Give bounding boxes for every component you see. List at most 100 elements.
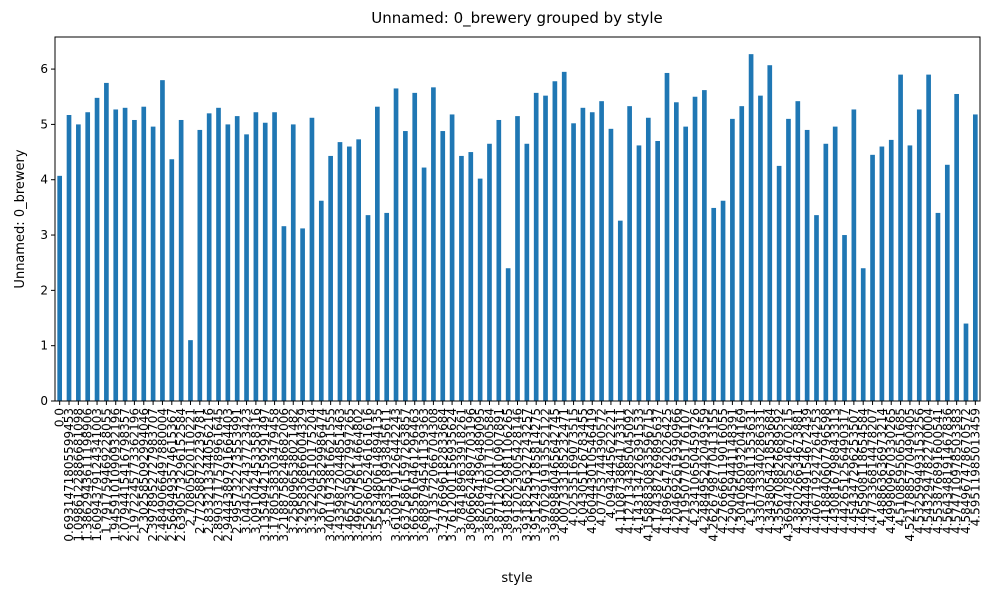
x-tick-label: 3.091042453358316	[249, 408, 263, 534]
x-tick-label: 3.5263605246161616	[361, 408, 375, 542]
x-tick-label: 4.290459441148391	[725, 408, 739, 534]
bar	[972, 114, 978, 401]
x-tick-label: 4.02535169073515	[567, 408, 581, 526]
bar	[552, 81, 558, 402]
x-tick-label: 4.07753744390572	[595, 408, 609, 526]
bar	[571, 123, 576, 401]
bar	[954, 93, 959, 401]
bar	[57, 175, 63, 401]
x-tick-label: 3.5553480614894135	[370, 408, 384, 542]
x-tick-label: 1.6094379124341003	[90, 408, 104, 542]
bar	[589, 112, 595, 401]
bar	[262, 122, 268, 401]
x-tick-label: 4.23410650459726	[688, 408, 702, 526]
y-tick-label: 5	[40, 117, 48, 131]
bar	[160, 80, 165, 402]
bar	[627, 106, 632, 402]
bar	[477, 178, 483, 401]
bar	[487, 143, 492, 401]
x-tick-label: 2.5649493574615367	[165, 408, 179, 542]
x-tick-label: 2.995732273553991	[230, 408, 244, 534]
bar	[814, 215, 819, 401]
x-tick-label: 4.543294782270004	[922, 408, 936, 534]
x-tick-label: 3.2188758248682006	[277, 408, 291, 542]
bar	[132, 119, 137, 401]
bar	[533, 92, 539, 401]
bar	[505, 268, 511, 401]
x-tick-label: 3.8501476017100584	[482, 408, 496, 542]
x-tick-label: 1.9459101090932196	[109, 408, 123, 542]
x-tick-label: 4.532599493153256	[912, 408, 926, 534]
bar	[66, 115, 72, 401]
bar	[141, 106, 147, 402]
bar	[122, 107, 128, 402]
bar	[234, 116, 240, 401]
bar	[356, 139, 361, 401]
bar	[916, 109, 922, 402]
bar	[692, 96, 698, 401]
bar	[543, 95, 548, 401]
y-tick-label: 1	[40, 339, 48, 353]
x-tick-label: 1.0986122886681098	[71, 408, 85, 542]
x-tick-label: 3.6888794541139363	[417, 408, 431, 542]
bar	[767, 65, 773, 401]
bar	[711, 207, 717, 401]
bar	[403, 131, 408, 402]
bar	[449, 114, 455, 401]
x-tick-label: 4.574710978503383	[950, 408, 964, 534]
x-tick-label: 2.4849066497880004	[155, 408, 169, 542]
bar	[860, 268, 866, 401]
x-tick-label: 4.127134385045092	[623, 408, 637, 534]
x-tick-label: 4.59511985013459	[968, 408, 982, 526]
bar	[150, 126, 156, 402]
bar	[870, 154, 875, 401]
bar	[898, 74, 903, 402]
bar	[804, 129, 810, 402]
x-tick-label: 4.110873864173311	[613, 408, 627, 534]
bar	[178, 119, 184, 401]
x-tick-label: 4.3694478524670215	[781, 408, 795, 542]
x-tick-label: 3.9318256327243257	[520, 408, 534, 542]
x-tick-label: 2.3978952727983707	[146, 408, 160, 542]
x-tick-label: 4.248495242049359	[697, 408, 711, 534]
bar	[617, 220, 623, 401]
bar	[440, 131, 446, 402]
x-tick-label: 4.0943445622221	[604, 408, 618, 519]
x-tick-label: 1.3862943611198906	[81, 408, 95, 542]
bar	[786, 118, 791, 401]
x-tick-label: 4.007333185232471	[557, 408, 571, 534]
y-tick-label: 3	[40, 228, 48, 242]
x-tick-label: 4.382026634673881	[791, 408, 805, 534]
bar	[645, 117, 651, 401]
x-tick-label: 4.174387269895637	[651, 408, 665, 534]
x-tick-label: 3.828641396489095	[473, 408, 487, 534]
x-tick-label: 4.143134726391533	[632, 408, 646, 534]
bar	[496, 119, 502, 401]
y-tick-label: 4	[40, 173, 48, 187]
x-tick-label: 3.8066624897703196	[464, 408, 478, 542]
x-tick-label: 3.713572066704308	[426, 408, 440, 534]
x-tick-label: 2.8903717578961645	[212, 408, 226, 542]
x-tick-label: 4.454347296253507	[847, 408, 861, 534]
y-tick-label: 0	[40, 394, 48, 408]
bar	[412, 92, 418, 401]
x-tick-label: 3.7612001156935624	[445, 408, 459, 542]
bar	[169, 159, 175, 401]
x-tick-label: 3.1780538303479458	[268, 408, 282, 542]
bar	[515, 116, 520, 401]
bar	[851, 109, 857, 402]
x-tick-label: 4.51085950651685	[894, 408, 908, 526]
x-axis-label: style	[501, 571, 532, 586]
bar	[85, 112, 91, 401]
x-tick-label: 3.912023005428146	[511, 408, 525, 534]
bar	[318, 200, 324, 401]
x-tick-label: 3.970291913552122	[539, 408, 553, 534]
x-tick-label: 3.1354942159291497	[258, 408, 272, 542]
bar	[188, 340, 193, 401]
bar	[636, 145, 642, 401]
x-tick-label: 3.7376696182833684	[436, 408, 450, 542]
bar	[795, 101, 801, 401]
x-tick-label: 4.418840607796598	[819, 408, 833, 534]
x-tick-label: 4.060443010546419	[585, 408, 599, 534]
